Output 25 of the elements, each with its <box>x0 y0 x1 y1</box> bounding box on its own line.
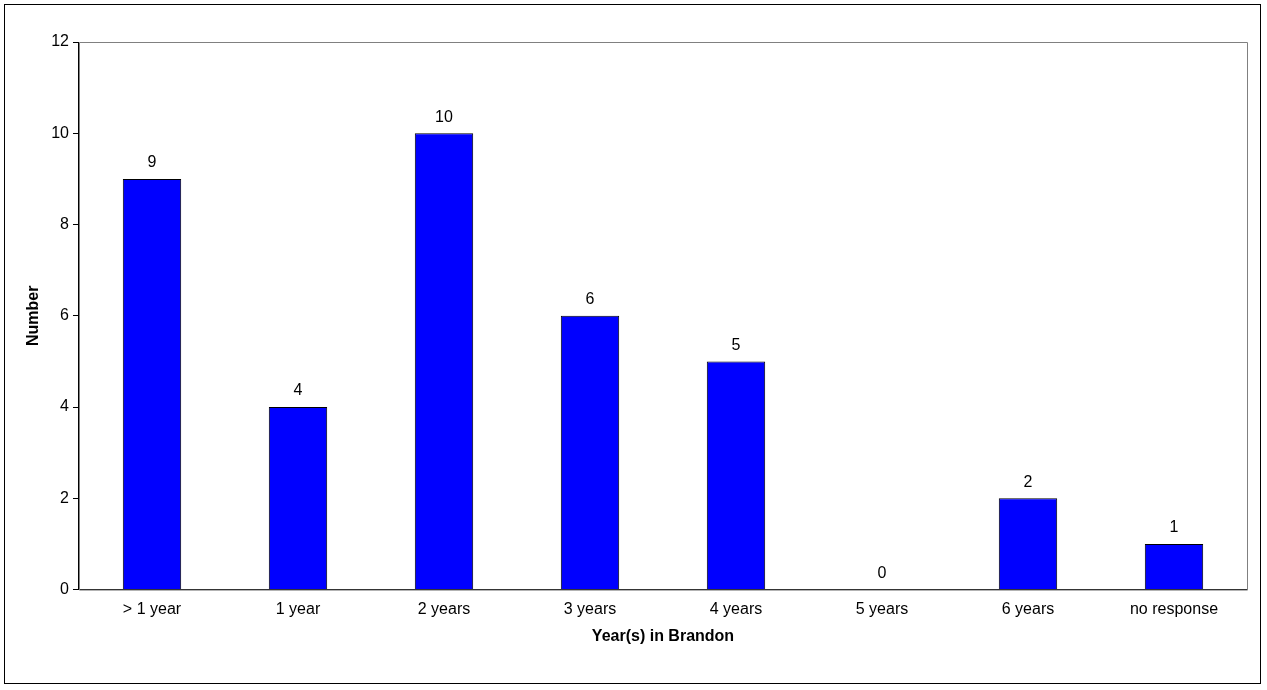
x-tick-label: 4 years <box>709 599 763 617</box>
y-tick-label: 8 <box>60 214 70 232</box>
y-tick-label: 2 <box>60 488 70 506</box>
x-tick-label: 6 years <box>1001 599 1055 617</box>
data-label: 0 <box>877 564 887 582</box>
y-tick-label: 0 <box>60 580 70 598</box>
data-label: 6 <box>585 290 595 308</box>
x-tick-label: 3 years <box>563 599 617 617</box>
data-label: 9 <box>147 153 157 171</box>
data-label: 4 <box>293 381 303 399</box>
x-tick-label: > 1 year <box>122 599 182 617</box>
data-label: 5 <box>731 335 741 353</box>
y-axis-title: Number <box>24 285 42 347</box>
y-tick-label: 6 <box>60 306 70 324</box>
data-label: 2 <box>1023 472 1033 490</box>
data-label: 10 <box>435 107 453 125</box>
y-tick-label: 10 <box>51 123 70 141</box>
x-tick-label: 5 years <box>855 599 909 617</box>
x-tick-label: 2 years <box>417 599 471 617</box>
x-tick-label: 1 year <box>275 599 321 617</box>
y-tick-label: 4 <box>60 397 70 415</box>
x-tick-label: no response <box>1129 599 1219 617</box>
y-tick-label: 12 <box>51 32 70 50</box>
x-axis-title: Year(s) in Brandon <box>591 626 735 644</box>
data-label: 1 <box>1169 518 1179 536</box>
